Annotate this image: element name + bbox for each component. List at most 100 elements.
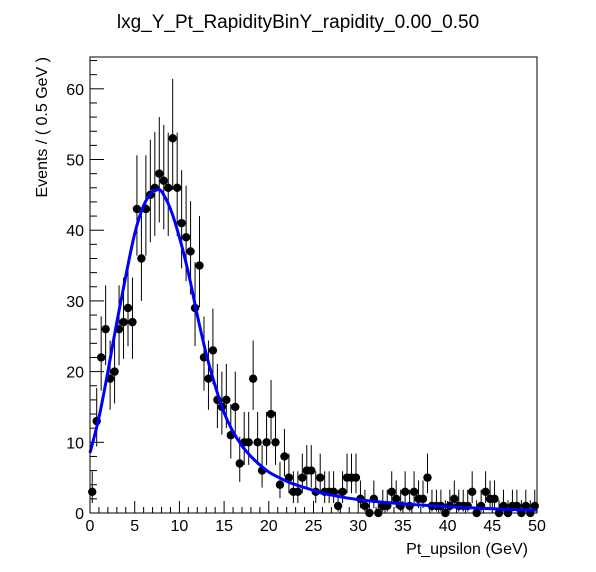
data-point — [316, 453, 325, 494]
data-point — [204, 340, 213, 410]
data-point — [324, 471, 334, 504]
y-tick-label: 60 — [66, 82, 84, 99]
data-point — [481, 471, 490, 504]
data-point — [266, 380, 276, 441]
point-marker — [231, 402, 240, 412]
chart-title: lxg_Y_Pt_RapidityBinY_rapidity_0.00_0.50 — [117, 12, 479, 33]
data-point — [490, 480, 499, 509]
data-point — [423, 453, 432, 494]
data-point — [96, 316, 106, 391]
point-marker — [119, 317, 128, 327]
y-tick-label: 50 — [66, 153, 84, 170]
point-marker — [481, 487, 490, 496]
data-point — [164, 132, 173, 236]
data-point — [208, 308, 218, 385]
y-tick-label: 40 — [66, 223, 84, 240]
point-marker — [521, 501, 531, 511]
point-marker — [351, 473, 361, 482]
data-point — [280, 428, 289, 477]
data-point — [195, 216, 204, 308]
point-marker — [155, 169, 164, 178]
point-marker — [266, 409, 276, 419]
y-tick-label: 30 — [66, 294, 84, 311]
point-marker — [128, 317, 137, 327]
point-marker — [88, 487, 97, 496]
data-point — [137, 208, 146, 301]
point-marker — [316, 473, 325, 482]
point-marker — [418, 494, 428, 504]
data-point — [342, 453, 352, 494]
x-tick-label: 10 — [171, 518, 189, 535]
data-point — [530, 489, 539, 512]
point-marker — [253, 438, 262, 447]
point-marker — [338, 487, 347, 496]
data-point — [293, 471, 303, 504]
point-marker — [467, 487, 477, 496]
data-point — [123, 262, 133, 347]
point-marker — [195, 261, 204, 270]
data-point — [88, 471, 97, 504]
data-point — [521, 489, 531, 512]
fit-curve — [88, 187, 538, 512]
point-marker — [208, 346, 218, 355]
point-marker — [172, 183, 182, 192]
point-marker — [181, 233, 191, 242]
data-point — [150, 131, 160, 236]
data-point — [253, 411, 262, 465]
data-point — [347, 453, 356, 494]
plot-frame — [89, 56, 538, 514]
point-marker — [423, 473, 432, 482]
point-marker — [333, 501, 343, 511]
point-marker — [248, 374, 258, 383]
x-tick-label: 0 — [86, 518, 95, 535]
point-marker — [123, 303, 133, 313]
data-point — [418, 480, 428, 509]
x-tick-label: 35 — [394, 518, 412, 535]
point-marker — [271, 438, 280, 447]
point-marker — [101, 324, 110, 334]
point-marker — [159, 176, 168, 185]
point-marker — [244, 438, 253, 447]
data-point — [351, 453, 361, 494]
data-point — [387, 471, 396, 504]
y-tick-label: 0 — [75, 506, 84, 523]
point-marker — [360, 501, 370, 511]
x-axis-label: Pt_upsilon (GeV) — [406, 541, 528, 558]
data-point — [128, 277, 137, 359]
point-marker — [204, 374, 213, 383]
data-point — [307, 445, 316, 488]
x-tick-label: 25 — [305, 518, 323, 535]
point-marker — [164, 183, 173, 192]
data-point — [409, 471, 419, 504]
point-marker — [186, 247, 195, 256]
axis-ticks — [89, 60, 538, 514]
data-point — [369, 480, 379, 509]
data-point — [450, 480, 459, 509]
data-point — [231, 371, 240, 435]
point-marker — [132, 204, 142, 214]
data-point — [271, 411, 280, 465]
point-marker — [96, 353, 106, 362]
x-tick-label: 15 — [215, 518, 233, 535]
y-axis-label: Events / ( 0.5 GeV ) — [34, 57, 51, 198]
point-marker — [490, 494, 499, 504]
data-point — [248, 340, 258, 410]
x-tick-label: 30 — [349, 518, 367, 535]
point-marker — [280, 452, 289, 461]
data-point — [275, 462, 285, 499]
point-marker — [391, 494, 401, 504]
data-point — [436, 489, 446, 512]
data-point — [329, 471, 338, 504]
data-points — [88, 78, 539, 518]
point-marker — [400, 487, 410, 496]
point-marker — [293, 487, 303, 496]
y-tick-label: 10 — [66, 435, 84, 452]
point-marker — [409, 487, 419, 496]
data-point — [262, 411, 271, 465]
data-point — [400, 471, 410, 504]
data-point — [172, 132, 182, 236]
point-marker — [450, 494, 459, 504]
data-point — [132, 155, 142, 256]
data-point — [333, 489, 343, 512]
